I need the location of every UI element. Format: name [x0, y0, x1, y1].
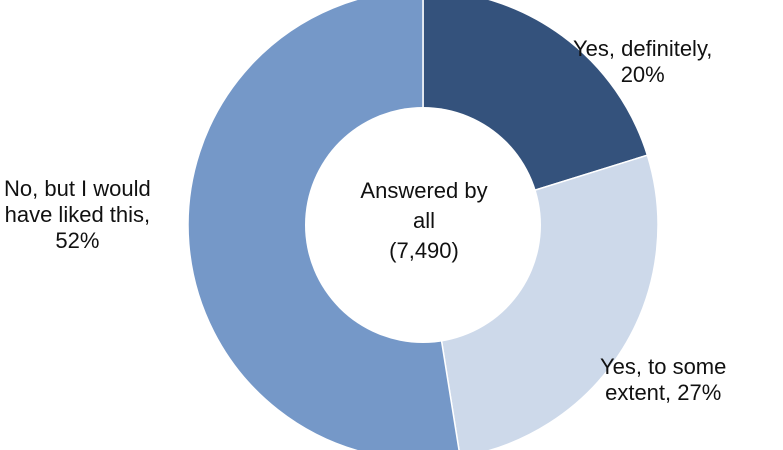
center-label-line-2: all [412, 208, 435, 233]
slice-label-yes-some-extent-line-1: Yes, to some [600, 354, 727, 379]
slice-label-yes-definitely-line-2: 20% [620, 62, 665, 87]
donut-hole [305, 107, 541, 343]
slice-label-no-would-have-liked: No, but I would have liked this, 52% [4, 176, 151, 254]
slice-label-no-would-have-liked-line-2: have liked this, [4, 202, 151, 227]
center-label-line-1: Answered by [360, 178, 488, 203]
slice-label-yes-some-extent-line-2: extent, 27% [605, 380, 722, 405]
slice-label-no-would-have-liked-line-3: 52% [55, 228, 100, 253]
slice-label-yes-definitely-line-1: Yes, definitely, [573, 36, 713, 61]
slice-label-yes-some-extent: Yes, to some extent, 27% [600, 354, 726, 406]
slice-label-no-would-have-liked-line-1: No, but I would [4, 176, 151, 201]
slice-label-yes-definitely: Yes, definitely, 20% [573, 36, 712, 88]
center-label-line-3: (7,490) [389, 238, 459, 263]
center-label: Answered by all (7,490) [318, 176, 530, 266]
